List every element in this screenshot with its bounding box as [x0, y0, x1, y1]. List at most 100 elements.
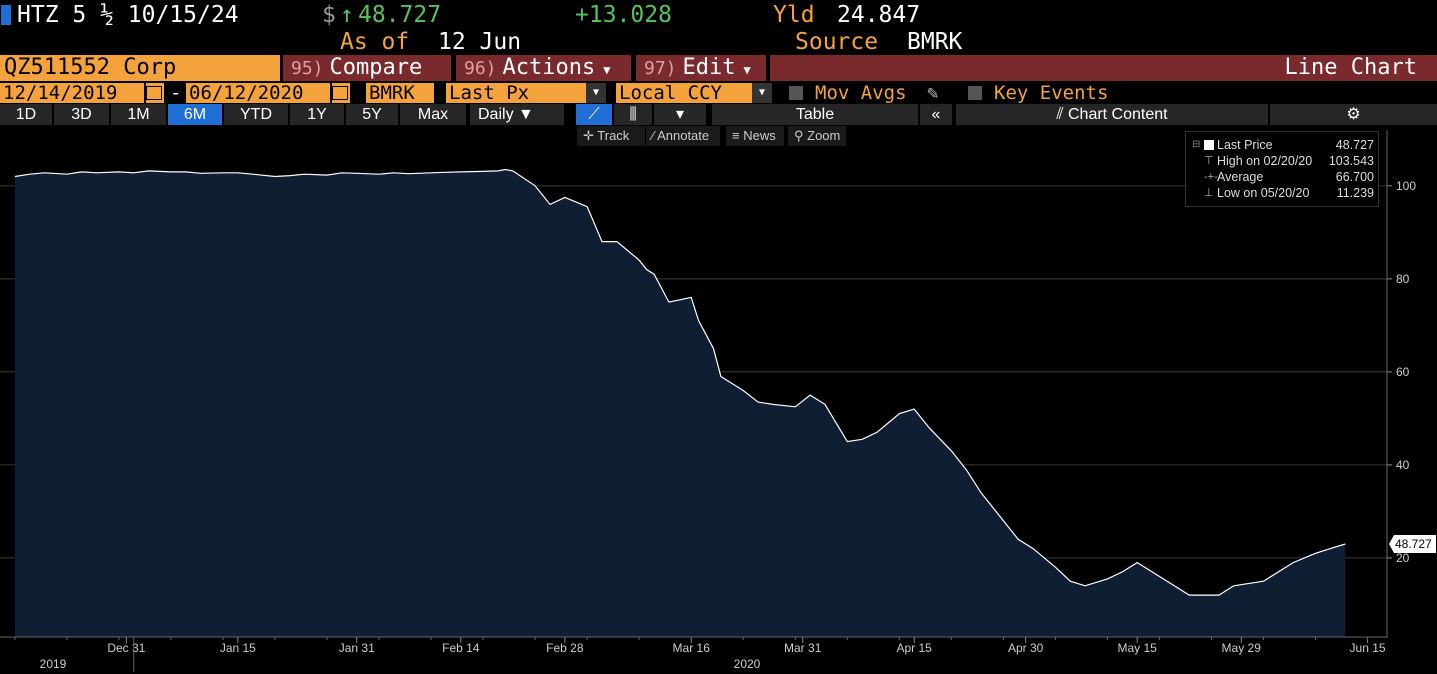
- x-tick-label: Dec 31: [107, 641, 145, 655]
- as-of-label: As of: [340, 29, 410, 55]
- range-bar: 1D 3D 1M 6M YTD 1Y 5Y Max Daily ▼ ⟋ ⫼ ▾ …: [0, 104, 1437, 125]
- range-3d[interactable]: 3D: [54, 104, 109, 125]
- range-1y[interactable]: 1Y: [290, 104, 344, 125]
- legend-last-price-value: 48.727: [1335, 138, 1374, 152]
- legend-low-label: Low on 05/20/20: [1217, 186, 1310, 200]
- line-chart-icon[interactable]: ⟋: [576, 104, 612, 125]
- compare-button[interactable]: 95) Compare: [283, 55, 451, 81]
- key-events-label[interactable]: Key Events: [994, 83, 1109, 103]
- collapse-icon[interactable]: ⊟: [1192, 139, 1201, 150]
- x-year-label: 2020: [734, 657, 761, 671]
- price-field-value: Last Px: [449, 83, 530, 103]
- x-tick-label: May 15: [1117, 641, 1157, 655]
- caret-down-icon: ▼: [518, 106, 534, 123]
- compare-number: 95): [291, 58, 324, 79]
- average-marker-icon: -+-: [1204, 171, 1218, 183]
- start-date-field[interactable]: 12/14/2019: [0, 83, 144, 103]
- date-range-dash: -: [170, 83, 182, 103]
- yield-label: Yld: [773, 2, 815, 28]
- magnifier-icon: ⚲: [794, 128, 808, 143]
- legend-low-value: 11.239: [1336, 186, 1374, 200]
- price-field-select[interactable]: Last Px ▼: [446, 83, 606, 103]
- x-tick-label: Jan 15: [220, 641, 256, 655]
- zoom-label: Zoom: [807, 128, 841, 143]
- edit-label: Edit: [682, 55, 736, 80]
- security-color-marker: [1, 5, 11, 25]
- chevron-down-icon[interactable]: ▼: [752, 83, 772, 103]
- settings-gear-icon[interactable]: ⚙: [1270, 104, 1437, 125]
- legend-last-price: ⊟ Last Price 48.727: [1186, 137, 1380, 153]
- news-icon: ≡: [732, 128, 744, 143]
- zoom-tool[interactable]: ⚲ Zoom: [788, 126, 846, 146]
- source-value: BMRK: [907, 29, 963, 55]
- price-line: [14, 168, 1346, 596]
- settings-bar: 12/14/2019 - 06/12/2020 BMRK Last Px ▼ L…: [0, 83, 1437, 103]
- chart-type-dropdown-icon[interactable]: ▾: [654, 104, 706, 125]
- legend-average-label: Average: [1217, 170, 1264, 184]
- range-1d[interactable]: 1D: [0, 104, 52, 125]
- table-button[interactable]: Table: [712, 104, 918, 125]
- bar-chart-type-icon[interactable]: ⫼: [614, 104, 652, 125]
- range-5y[interactable]: 5Y: [346, 104, 398, 125]
- x-tick-label: Jun 15: [1350, 641, 1386, 655]
- command-bar: QZ511552 Corp 95) Compare 96) Actions ▼ 97)…: [0, 55, 1437, 81]
- range-1m[interactable]: 1M: [111, 104, 166, 125]
- pencil-icon[interactable]: ✎: [927, 83, 939, 103]
- last-value-marker: [1389, 534, 1436, 553]
- y-tick-label: 100: [1396, 179, 1416, 193]
- news-tool[interactable]: ≡ News: [726, 126, 784, 146]
- track-tool[interactable]: ✛ Track: [577, 126, 645, 146]
- x-tick-label: Feb 28: [546, 641, 584, 655]
- x-tick-label: Feb 14: [442, 641, 480, 655]
- price-change: +13.028: [575, 2, 672, 28]
- start-date-calendar-icon[interactable]: [146, 83, 164, 103]
- actions-label: Actions: [502, 55, 596, 80]
- range-max[interactable]: Max: [400, 104, 466, 125]
- y-tick-label: 20: [1396, 551, 1410, 565]
- range-6m[interactable]: 6M: [168, 104, 222, 125]
- up-arrow-icon: ↑: [340, 2, 354, 28]
- last-price-swatch-icon: [1204, 140, 1214, 150]
- chart-type-title: Line Chart: [770, 55, 1437, 81]
- edit-number: 97): [644, 58, 677, 79]
- frequency-select[interactable]: Daily ▼: [470, 104, 564, 125]
- x-tick-label: Apr 15: [897, 641, 933, 655]
- actions-button[interactable]: 96) Actions ▼: [456, 55, 631, 81]
- legend-average-value: 66.700: [1335, 170, 1374, 184]
- last-price: 48.727: [358, 2, 442, 28]
- currency-symbol: $: [322, 2, 336, 28]
- source-label: Source: [795, 29, 879, 55]
- annotate-tool[interactable]: ⁄ Annotate: [646, 126, 720, 146]
- range-ytd[interactable]: YTD: [224, 104, 288, 125]
- key-events-checkbox[interactable]: [968, 86, 982, 100]
- end-date-calendar-icon[interactable]: [332, 83, 350, 103]
- collapse-panel-icon[interactable]: «: [920, 104, 952, 125]
- currency-select[interactable]: Local CCY ▼: [616, 83, 772, 103]
- security-field[interactable]: QZ511552 Corp: [0, 55, 280, 81]
- annotate-label: Annotate: [657, 128, 710, 143]
- chart-content-icon: ⫽: [1056, 106, 1068, 123]
- mov-avgs-checkbox[interactable]: [789, 86, 803, 100]
- high-marker-icon: ⊤: [1204, 155, 1214, 167]
- chevron-down-icon[interactable]: ▼: [586, 83, 606, 103]
- news-label: News: [743, 128, 776, 143]
- legend-low: ⊥ Low on 05/20/20 11.239: [1186, 185, 1380, 201]
- y-tick-label: 40: [1396, 458, 1410, 472]
- pricing-source-field[interactable]: BMRK: [366, 83, 434, 103]
- edit-button[interactable]: 97) Edit ▼: [636, 55, 766, 81]
- legend-high-value: 103.543: [1328, 154, 1374, 168]
- x-tick-label: Mar 16: [673, 641, 711, 655]
- mov-avgs-label[interactable]: Mov Avgs: [815, 83, 907, 103]
- x-tick-label: Jan 31: [339, 641, 375, 655]
- ticker-label: HTZ 5 ½ 10/15/24: [17, 2, 239, 28]
- chart-legend[interactable]: ⊟ Last Price 48.727 ⊤ High on 02/20/20 1…: [1185, 131, 1379, 207]
- x-tick-label: Mar 31: [784, 641, 822, 655]
- y-tick-label: 80: [1396, 272, 1410, 286]
- pencil-icon: ⁄: [652, 128, 658, 143]
- x-tick-label: May 29: [1222, 641, 1262, 655]
- end-date-field[interactable]: 06/12/2020: [186, 83, 330, 103]
- legend-last-price-label: Last Price: [1217, 138, 1273, 152]
- chart-content-button[interactable]: ⫽ Chart Content: [956, 104, 1268, 125]
- chevron-down-icon: ▼: [603, 63, 611, 77]
